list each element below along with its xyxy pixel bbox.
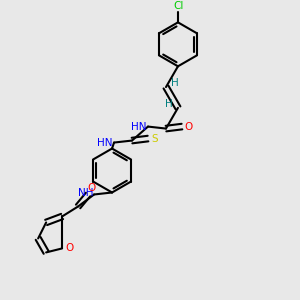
Text: HN: HN bbox=[131, 122, 147, 132]
Text: S: S bbox=[152, 134, 158, 144]
Text: O: O bbox=[65, 243, 73, 254]
Text: O: O bbox=[87, 184, 95, 194]
Text: H: H bbox=[165, 99, 173, 109]
Text: Cl: Cl bbox=[174, 2, 184, 11]
Text: NH: NH bbox=[78, 188, 94, 199]
Text: O: O bbox=[185, 122, 193, 132]
Text: H: H bbox=[171, 78, 179, 88]
Text: HN: HN bbox=[97, 138, 113, 148]
